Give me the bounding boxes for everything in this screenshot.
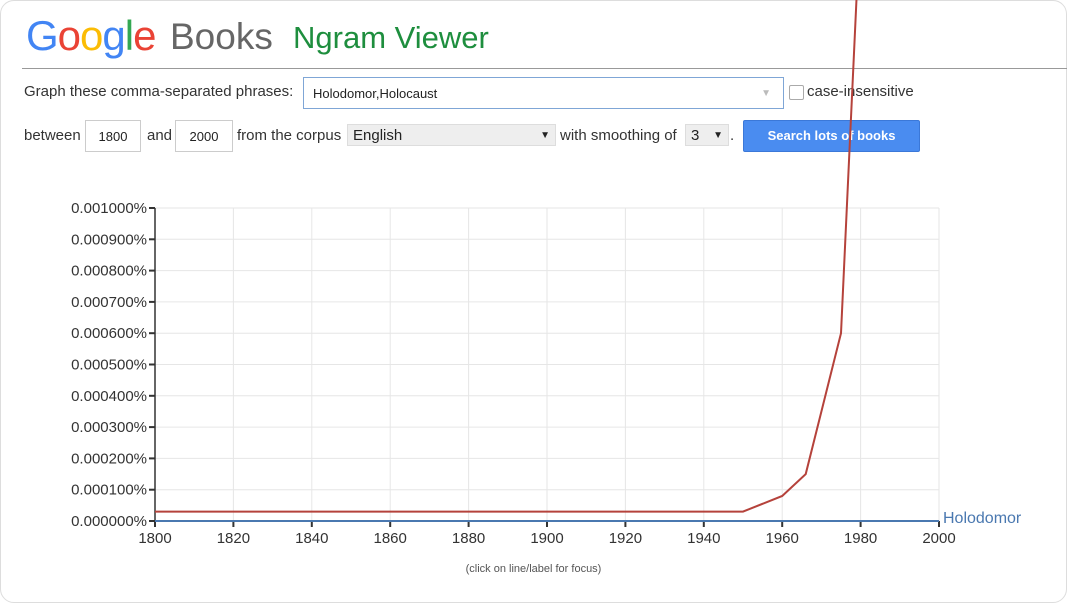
y-tick-label: 0.000900%: [71, 231, 147, 248]
smoothing-value: 3: [691, 127, 700, 144]
corpus-label: from the corpus: [237, 127, 342, 144]
dropdown-arrow-icon: ▼: [713, 130, 723, 141]
books-logo: Books: [170, 16, 273, 57]
between-label: between: [24, 127, 81, 144]
x-tick-label: 1880: [452, 530, 485, 547]
google-logo: Google: [26, 12, 156, 59]
phrases-value: Holodomor,Holocaust: [313, 86, 438, 101]
divider: [22, 68, 1067, 69]
corpus-value: English: [353, 127, 403, 144]
case-insensitive-label: case-insensitive: [807, 83, 914, 100]
search-button[interactable]: Search lots of books: [743, 120, 920, 152]
y-tick-label: 0.000000%: [71, 513, 147, 530]
y-tick-label: 0.000500%: [71, 357, 147, 374]
y-tick-label: 0.000300%: [71, 419, 147, 436]
x-tick-label: 1920: [609, 530, 642, 547]
chart-hint: (click on line/label for focus): [465, 563, 602, 575]
case-insensitive-checkbox[interactable]: [789, 85, 804, 100]
y-tick-label: 0.000400%: [71, 388, 147, 405]
x-tick-label: 1860: [374, 530, 407, 547]
start-year-input[interactable]: 1800: [85, 120, 141, 152]
series-line-holocaust: [155, 0, 858, 513]
y-tick-label: 0.000200%: [71, 450, 147, 467]
x-tick-label: 1960: [766, 530, 799, 547]
x-tick-label: 1900: [530, 530, 563, 547]
y-tick-label: 0.001000%: [71, 200, 147, 217]
x-tick-label: 1840: [295, 530, 328, 547]
phrases-label: Graph these comma-separated phrases:: [24, 83, 294, 100]
smoothing-select[interactable]: 3 ▼: [685, 124, 729, 146]
y-tick-label: 0.000600%: [71, 325, 147, 342]
y-tick-label: 0.000700%: [71, 294, 147, 311]
dropdown-arrow-icon: ▼: [540, 130, 550, 141]
x-tick-label: 1820: [217, 530, 250, 547]
series-label-holodomor[interactable]: Holodomor: [943, 510, 1022, 527]
y-tick-label: 0.000100%: [71, 482, 147, 499]
phrases-input[interactable]: Holodomor,Holocaust ▼: [303, 77, 784, 109]
end-year-input[interactable]: 2000: [175, 120, 233, 152]
smoothing-label: with smoothing of: [560, 127, 677, 144]
corpus-select[interactable]: English ▼: [347, 124, 556, 146]
period: .: [730, 127, 735, 144]
x-tick-label: 1980: [844, 530, 877, 547]
x-tick-label: 2000: [922, 530, 955, 547]
dropdown-caret-icon[interactable]: ▼: [761, 88, 771, 99]
x-tick-label: 1940: [687, 530, 720, 547]
page-title: Ngram Viewer: [293, 20, 489, 55]
x-tick-label: 1800: [138, 530, 171, 547]
and-label: and: [147, 127, 173, 144]
y-tick-label: 0.000800%: [71, 263, 147, 280]
